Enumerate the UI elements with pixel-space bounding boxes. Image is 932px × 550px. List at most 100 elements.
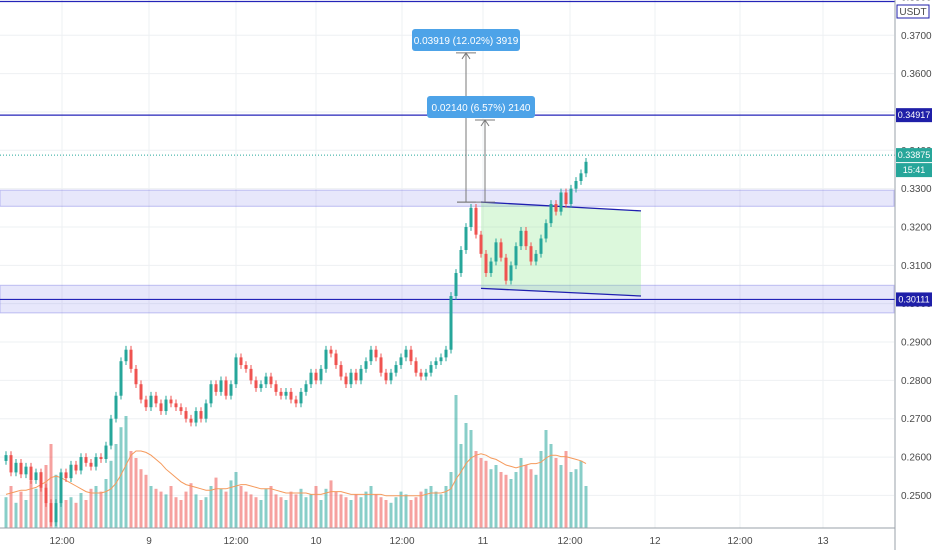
volume-bar	[94, 486, 98, 528]
volume-bar	[329, 480, 333, 528]
candle-body	[419, 372, 423, 377]
volume-bar	[569, 472, 573, 528]
candle-body	[69, 464, 73, 479]
volume-bar	[559, 465, 563, 528]
candle-body	[329, 349, 333, 354]
volume-bar	[154, 488, 158, 528]
volume-bar	[259, 500, 263, 528]
volume-bar	[234, 472, 238, 528]
volume-bar	[9, 486, 13, 528]
candle-body	[64, 472, 68, 479]
candle-body	[549, 203, 553, 224]
volume-bar	[384, 500, 388, 528]
volume-bar	[4, 497, 8, 528]
candle-body	[114, 395, 118, 419]
candle-body	[199, 411, 203, 419]
measure-label-box	[427, 96, 535, 118]
volume-bar	[104, 479, 108, 528]
candle-body	[494, 242, 498, 262]
candle-body	[379, 357, 383, 373]
grid-lines	[0, 0, 894, 528]
candle-body	[394, 365, 398, 373]
volume-bar	[579, 460, 583, 528]
x-tick-label: 10	[310, 536, 322, 547]
volume-bar	[69, 497, 73, 528]
candle-body	[489, 261, 493, 274]
last-price-tag	[896, 148, 932, 163]
level-price-tag	[896, 292, 932, 307]
volume-bar	[159, 491, 163, 528]
volume-bar	[314, 486, 318, 528]
candle-body	[534, 253, 538, 262]
candle-body	[414, 361, 418, 373]
volume-bar	[194, 494, 198, 528]
volume-bar	[324, 488, 328, 528]
candlestick-series	[4, 157, 588, 527]
candle-body	[324, 349, 328, 369]
level-price-tag	[896, 108, 932, 123]
volume-bar	[574, 469, 578, 528]
volume-bar	[419, 491, 423, 528]
countdown-tag-text: 15:41	[903, 165, 926, 175]
measurement-tools: 0.03919 (12.02%) 3919 0.02140 (6.57%) 214…	[412, 29, 535, 203]
candle-body	[344, 376, 348, 385]
volume-bar	[284, 500, 288, 528]
candle-body	[284, 391, 288, 396]
candle-body	[34, 472, 38, 481]
candle-body	[224, 380, 228, 396]
volume-bar	[354, 494, 358, 528]
candle-body	[294, 399, 298, 404]
candle-body	[169, 399, 173, 404]
volume-bar	[229, 480, 233, 528]
candle-body	[354, 372, 358, 381]
candle-body	[109, 418, 113, 446]
volume-bar	[24, 500, 28, 528]
candle-body	[74, 464, 78, 471]
volume-bar	[424, 488, 428, 528]
measure-label-box	[412, 29, 520, 51]
volume-bar	[319, 500, 323, 528]
candle-body	[384, 372, 388, 381]
candle-body	[59, 472, 63, 504]
volume-bar	[114, 444, 118, 528]
candle-body	[564, 192, 568, 204]
volume-bar	[79, 493, 83, 528]
measure-label-text: 0.03919 (12.02%) 3919	[414, 36, 519, 47]
channel-fill	[481, 202, 641, 297]
volume-bar	[474, 451, 478, 528]
volume-bar	[334, 491, 338, 528]
candle-body	[279, 391, 283, 396]
candle-body	[479, 234, 483, 254]
volume-bar	[264, 488, 268, 528]
time-axis[interactable]: 12:00 9 12:00 10 12:00 11 12:00 12 12:00 13	[0, 527, 895, 547]
volume-bar	[544, 430, 548, 528]
candle-body	[504, 257, 508, 281]
x-tick-label: 12:00	[223, 536, 248, 547]
volume-bar	[539, 451, 543, 528]
price-axis[interactable]: 0.250000.260000.270000.280000.290000.300…	[894, 0, 932, 550]
volume-bar	[299, 488, 303, 528]
volume-bar	[464, 423, 468, 528]
candle-body	[194, 411, 198, 423]
candle-body	[309, 372, 313, 385]
candle-body	[84, 457, 88, 463]
candle-body	[209, 384, 213, 404]
candle-body	[204, 403, 208, 419]
volume-bar	[534, 474, 538, 528]
x-tick-label: 12	[649, 536, 661, 547]
volume-bar	[479, 458, 483, 528]
volume-bar	[339, 494, 343, 528]
channel-drawing	[480, 201, 642, 297]
price-zones	[0, 189, 895, 314]
volume-bar	[294, 494, 298, 528]
candle-body	[79, 457, 83, 471]
candle-body	[19, 462, 23, 475]
volume-bar	[99, 491, 103, 528]
volume-bar	[169, 486, 173, 528]
currency-badge	[896, 4, 930, 19]
candle-body	[409, 349, 413, 362]
candle-body	[424, 372, 428, 377]
